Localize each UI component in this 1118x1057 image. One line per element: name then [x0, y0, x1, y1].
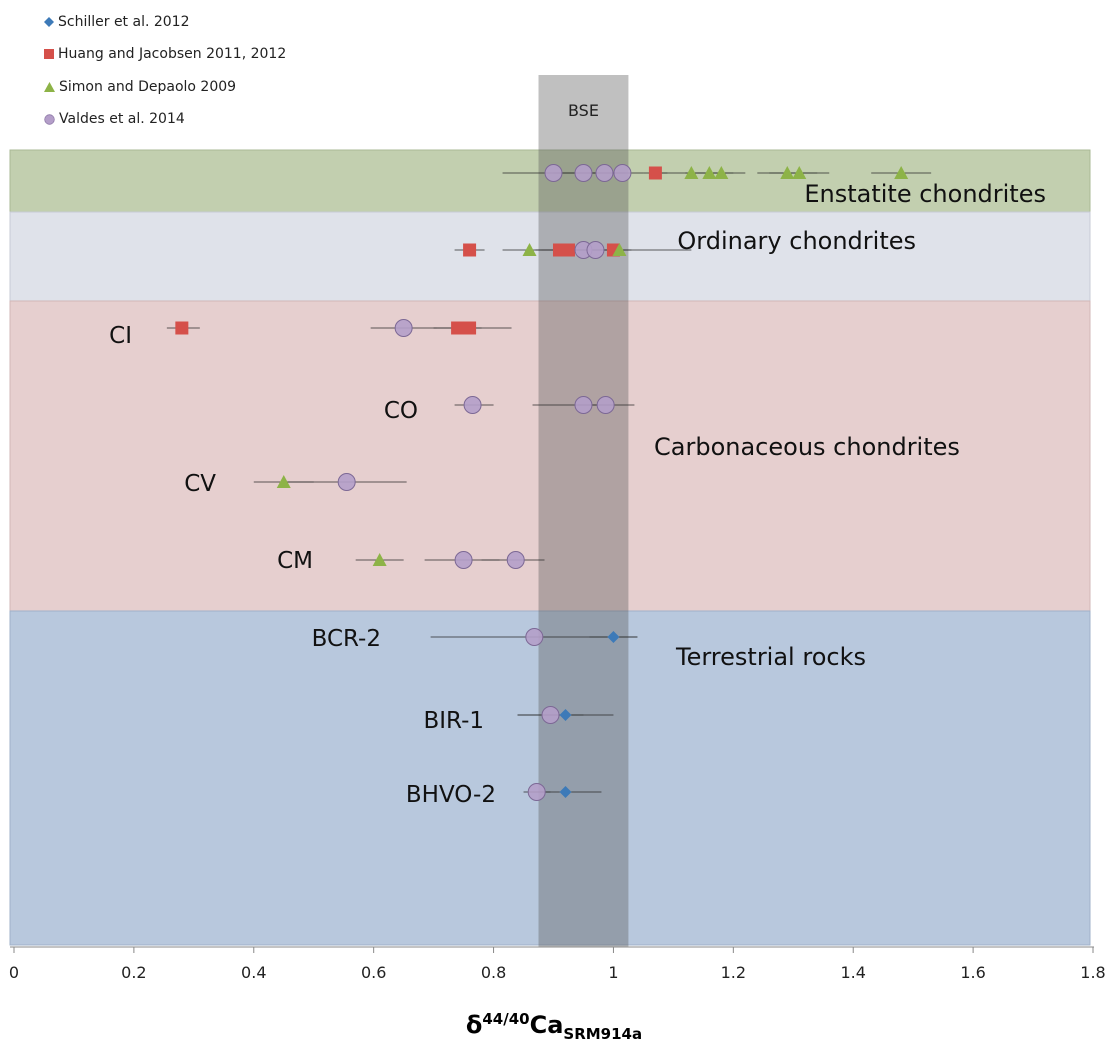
sample-label-cv: CV: [184, 471, 216, 497]
x-tick-label: 0.2: [121, 963, 146, 982]
point-circle: [596, 396, 615, 414]
sample-label-cm: CM: [277, 548, 313, 574]
sample-label-ci: CI: [109, 323, 132, 349]
x-tick-label: 1.2: [721, 963, 746, 982]
group-label-carbonaceous: Carbonaceous chondrites: [654, 433, 960, 461]
point-circle: [463, 396, 482, 414]
legend-label: Simon and Depaolo 2009: [59, 78, 237, 95]
sample-label-co: CO: [384, 398, 418, 424]
x-tick-label: 0.6: [361, 963, 386, 982]
legend-label: Schiller et al. 2012: [58, 14, 190, 31]
point-triangle: [522, 243, 537, 256]
point-diamond: [559, 786, 572, 798]
x-tick-label: 1.4: [840, 963, 865, 982]
band-ordinary: [9, 211, 1091, 302]
point-circle: [527, 783, 546, 801]
group-bands: [9, 149, 1091, 946]
point-triangle: [276, 475, 291, 488]
point-triangle: [372, 553, 387, 566]
x-axis: 0 0.2 0.4 0.6 0.8 1 1.2 1.4 1.6 1.8: [9, 946, 1106, 982]
point-square: [463, 321, 477, 335]
point-circle: [337, 473, 356, 491]
data-markers: [175, 164, 909, 801]
point-circle: [613, 164, 632, 182]
point-diamond: [559, 709, 572, 721]
point-triangle: [714, 166, 729, 179]
bse-band: [538, 75, 629, 947]
group-label-enstatite: Enstatite chondrites: [804, 180, 1046, 208]
point-triangle: [780, 166, 795, 179]
legend-item-huang: Huang and Jacobsen 2011, 2012: [44, 38, 286, 70]
band-terrestrial: [9, 610, 1091, 946]
point-triangle: [612, 243, 627, 256]
point-circle: [525, 628, 544, 646]
point-circle: [541, 706, 560, 724]
circle-marker-icon: [44, 113, 55, 125]
bse-rect: [538, 75, 629, 947]
x-tick-label: 0.8: [481, 963, 506, 982]
point-square: [463, 243, 477, 257]
group-label-terrestrial: Terrestrial rocks: [675, 643, 866, 671]
square-marker-icon: [44, 49, 54, 60]
band-carbonaceous: [9, 300, 1091, 612]
legend-label: Valdes et al. 2014: [59, 111, 185, 128]
legend-label: Huang and Jacobsen 2011, 2012: [58, 46, 287, 63]
point-triangle: [702, 166, 717, 179]
x-axis-title: δ44/40CaSRM914a: [465, 1010, 643, 1043]
legend: Schiller et al. 2012 Huang and Jacobsen …: [44, 6, 286, 135]
point-circle: [506, 551, 525, 569]
point-circle: [595, 164, 614, 182]
diamond-marker-icon: [44, 17, 54, 28]
legend-item-valdes: Valdes et al. 2014: [44, 103, 286, 135]
sample-label-bhvo-2: BHVO-2: [406, 782, 496, 808]
point-square: [175, 321, 189, 335]
legend-item-simon: Simon and Depaolo 2009: [44, 71, 286, 103]
group-and-sample-labels: Enstatite chondrites Ordinary chondrites C…: [109, 101, 1046, 808]
point-circle: [394, 319, 413, 337]
x-tick-label: 0.4: [241, 963, 266, 982]
bse-label: BSE: [568, 101, 599, 120]
point-square: [451, 321, 465, 335]
point-circle: [574, 164, 593, 182]
x-tick-label: 1.6: [960, 963, 985, 982]
point-square: [648, 166, 662, 180]
point-square: [561, 243, 575, 257]
x-tick-label: 0: [9, 963, 19, 982]
group-label-ordinary: Ordinary chondrites: [677, 227, 916, 255]
point-circle: [574, 396, 593, 414]
point-diamond: [607, 631, 620, 643]
point-circle: [544, 164, 563, 182]
point-circle: [454, 551, 473, 569]
sample-label-bcr-2: BCR-2: [312, 626, 381, 652]
triangle-marker-icon: [44, 81, 55, 92]
point-triangle: [894, 166, 909, 179]
x-tick-label: 1.8: [1080, 963, 1105, 982]
point-triangle: [684, 166, 699, 179]
x-tick-label: 1: [608, 963, 618, 982]
point-triangle: [792, 166, 807, 179]
sample-label-bir-1: BIR-1: [423, 708, 484, 734]
legend-item-schiller: Schiller et al. 2012: [44, 6, 286, 38]
point-circle: [586, 241, 605, 259]
